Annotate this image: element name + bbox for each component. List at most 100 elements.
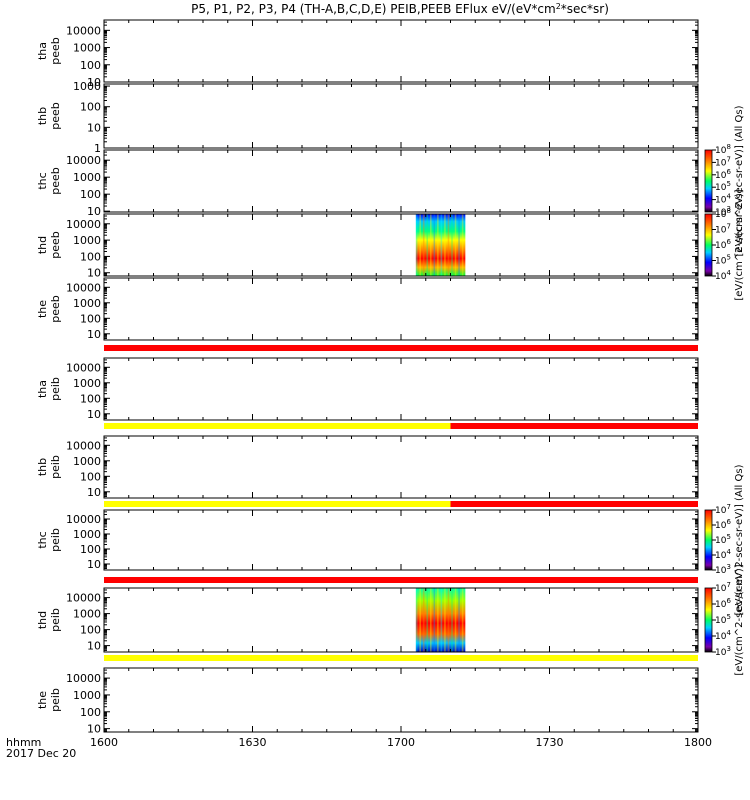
y-label-probe: the (36, 691, 49, 709)
y-tick-label: 1000 (73, 171, 101, 184)
y-tick-label: 10 (87, 76, 101, 89)
colorbar-tick-label: 107 (715, 155, 731, 168)
panel-tha-peib: 10 100 1000 10000 tha peib (36, 357, 699, 429)
y-label-probe: thc (36, 172, 49, 189)
x-tick-label: 1630 (239, 736, 267, 749)
time-axis-label: hhmm (6, 736, 41, 749)
spectrogram-streak (451, 214, 453, 276)
spectrogram-streak (429, 588, 432, 652)
spectrogram-streak (458, 214, 460, 276)
y-label-probe: tha (36, 42, 49, 60)
y-tick-label: 100 (80, 543, 101, 556)
quality-flag-bar (104, 423, 451, 429)
colorbar-swatch (704, 213, 713, 277)
y-tick-label: 10 (87, 723, 101, 736)
colorbar-tick-label: 103 (715, 645, 731, 658)
y-tick-label: 1 (94, 142, 101, 155)
y-tick-label: 10 (87, 205, 101, 218)
panel-thd-peeb: 10 100 1000 10000 thd peeb (36, 213, 699, 280)
panel-frame (103, 509, 699, 571)
y-tick-label: 100 (80, 706, 101, 719)
spectrogram-streak (433, 588, 436, 652)
colorbar-tick-label: 104 (715, 629, 731, 642)
colorbar-tick-label: 103 (715, 205, 731, 218)
y-label-probe: thd (36, 236, 49, 254)
spectrogram-streak (440, 588, 443, 652)
colorbar-tick-label: 106 (715, 597, 731, 610)
spectrogram-streak (451, 588, 453, 652)
y-label-product: peib (49, 377, 62, 401)
colorbar: 103 104 105 106 107 [eV/(cm^2-sec-sr-eV)] (Al… (704, 464, 745, 615)
y-tick-label: 1000 (73, 377, 101, 390)
y-tick-label: 100 (80, 101, 101, 114)
colorbar-tick-label: 106 (715, 168, 731, 181)
panel-thb-peib: 10 100 1000 10000 thb peib (36, 435, 699, 507)
colorbar-swatch (704, 149, 713, 213)
colorbar-tick-label: 107 (715, 503, 731, 516)
spectrogram-streak (422, 214, 425, 276)
spectrogram-streak (426, 214, 429, 276)
spectrogram-streak (429, 214, 432, 276)
y-label-probe: thc (36, 531, 49, 548)
colorbar-tick-label: 108 (715, 207, 731, 220)
panel-thc-peib: 10 100 1000 10000 thc peib (36, 509, 699, 583)
spectrogram-streak (426, 588, 429, 652)
y-tick-label: 1000 (73, 455, 101, 468)
quality-flag-bar (104, 345, 698, 351)
y-tick-label: 100 (80, 59, 101, 72)
y-tick-label: 100 (80, 250, 101, 263)
spectrogram-streak (419, 588, 421, 652)
y-label-product: peib (49, 528, 62, 552)
y-label-product: peib (49, 608, 62, 632)
spectrogram-streak (437, 214, 439, 276)
y-tick-label: 1000 (73, 608, 101, 621)
y-tick-label: 10 (87, 486, 101, 499)
y-label-probe: thd (36, 611, 49, 629)
colorbar-swatch (704, 587, 713, 653)
spectrogram-streak (437, 588, 439, 652)
spectrogram-streak (419, 214, 421, 276)
y-label-product: peeb (49, 102, 62, 130)
colorbar-tick-label: 105 (715, 254, 731, 267)
y-label-product: peeb (49, 167, 62, 195)
panel-frame (103, 667, 699, 733)
panel-frame (103, 149, 699, 213)
panel-thc-peeb: 10 100 1000 10000 thc peeb (36, 149, 699, 218)
y-tick-label: 100 (80, 312, 101, 325)
panel-thb-peeb: 1 10 100 1000 thb peeb (36, 80, 699, 155)
panel-frame (103, 19, 699, 83)
x-tick-label: 1700 (387, 736, 415, 749)
colorbar-tick-label: 105 (715, 533, 731, 546)
y-tick-label: 10 (87, 408, 101, 421)
colorbar-tick-label: 104 (715, 548, 731, 561)
y-tick-label: 100 (80, 188, 101, 201)
spectrogram-streak (444, 588, 446, 652)
colorbar-label: [eV/(cm^2-sec-sr-eV)] (734, 189, 745, 300)
y-tick-label: 10000 (66, 154, 101, 167)
spectrogram-streak (440, 214, 443, 276)
colorbar-label: [eV/(cm^2-sec-sr-eV)] (All Qs) (734, 105, 745, 256)
spectrogram-streak (422, 588, 425, 652)
quality-flag-bar (450, 423, 698, 429)
y-tick-label: 10000 (66, 439, 101, 452)
spectrogram-streak (444, 214, 446, 276)
spectrogram-streak (458, 588, 460, 652)
panel-thd-peib: 10 100 1000 10000 thd peib (36, 587, 699, 661)
y-tick-label: 1000 (73, 234, 101, 247)
panel-frame (103, 435, 699, 499)
x-tick-label: 1730 (536, 736, 564, 749)
colorbar-label: [eV/(cm^2-sec-sr-eV)] (All Qs) (734, 464, 745, 615)
panel-frame (103, 213, 699, 277)
colorbar-tick-label: 106 (715, 238, 731, 251)
y-tick-label: 1000 (73, 689, 101, 702)
y-tick-label: 10 (87, 558, 101, 571)
y-tick-label: 10 (87, 328, 101, 341)
y-tick-label: 10000 (66, 592, 101, 605)
spectrogram-streak (461, 214, 464, 276)
y-label-product: peeb (49, 231, 62, 259)
panel-the-peeb: 10 100 1000 10000 the peeb (36, 277, 699, 351)
